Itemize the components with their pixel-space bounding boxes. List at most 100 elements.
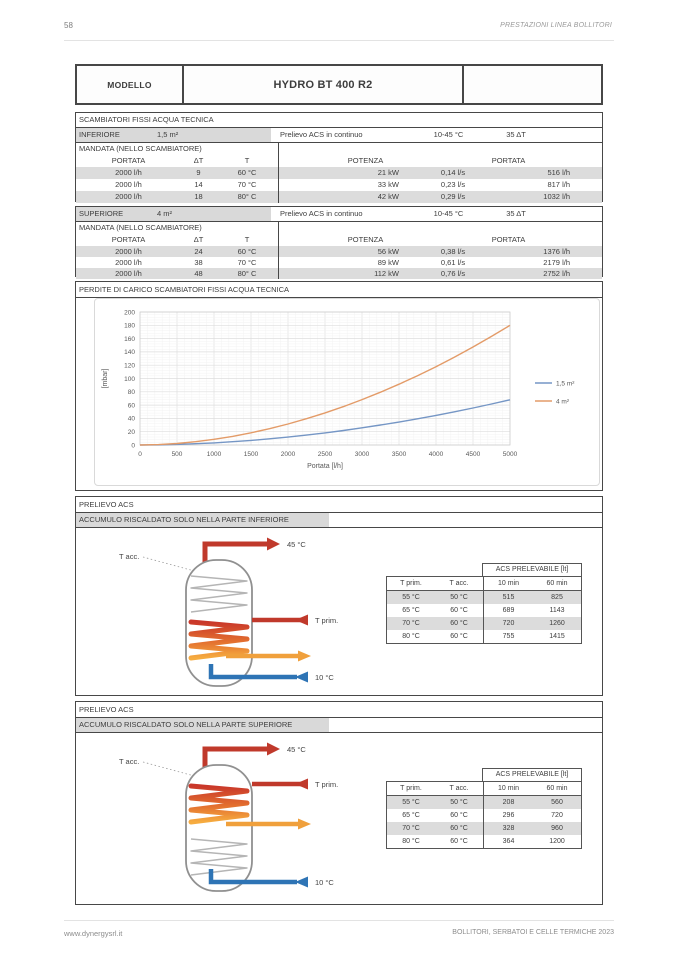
svg-text:180: 180 xyxy=(124,323,135,330)
exchanger-area: 1,5 m² xyxy=(157,130,179,139)
svg-text:1500: 1500 xyxy=(244,451,259,458)
accumulo-subtitle: ACCUMULO RISCALDATO SOLO NELLA PARTE SUP… xyxy=(76,718,329,732)
outlet-arrow-icon xyxy=(267,537,280,551)
cold-water-inlet-pipe xyxy=(208,664,297,680)
header-divider xyxy=(64,40,614,41)
acs-span-header: ACS PRELEVABILE [lt] xyxy=(482,768,582,781)
table-row: 70 °C 60 °C 328 960 xyxy=(387,822,581,835)
inlet-temp-label: 10 °C xyxy=(315,878,334,887)
upper-coil-heated xyxy=(188,783,250,825)
svg-text:2500: 2500 xyxy=(318,451,333,458)
tank-diagram-upper-heated: T acc. 45 °C T prim. 10 °C xyxy=(119,742,338,892)
table-row: 65 °C 60 °C 296 720 xyxy=(387,809,581,822)
svg-text:120: 120 xyxy=(124,363,135,370)
t-acc-label: T acc. xyxy=(119,757,139,766)
acs-prelevabile-table: ACS PRELEVABILE [lt] T prim. T acc. 10 m… xyxy=(386,768,582,849)
hot-water-outlet-pipe xyxy=(202,746,267,771)
t-acc-leader-line xyxy=(142,556,199,573)
model-name: HYDRO BT 400 R2 xyxy=(273,78,373,91)
scambiatori-inferiore-section: SCAMBIATORI FISSI ACQUA TECNICA INFERIOR… xyxy=(75,112,603,203)
temp-range: 10-45 °C xyxy=(433,130,464,139)
inlet-temp-label: 10 °C xyxy=(315,673,334,682)
t-prim-label: T prim. xyxy=(315,780,338,789)
svg-text:200: 200 xyxy=(124,309,135,316)
prelievo-acs-superiore-section: PRELIEVO ACS ACCUMULO RISCALDATO SOLO NE… xyxy=(75,701,603,905)
primary-inlet-arrow-icon xyxy=(295,778,308,790)
hot-water-outlet-pipe xyxy=(202,541,267,566)
model-table: MODELLO HYDRO BT 400 R2 xyxy=(75,64,603,105)
table-row: 2000 l/h 9 60 °C 21 kW 0,14 l/s 516 l/h xyxy=(76,167,602,179)
prelievo-continuo-label: Prelievo ACS in continuo xyxy=(280,209,363,218)
table-row: 2000 l/h 38 70 °C 89 kW 0,61 l/s 2179 l/… xyxy=(115,258,570,267)
column-headers: PORTATA ΔT T POTENZA PORTATA xyxy=(111,235,526,244)
scambiatori-title: SCAMBIATORI FISSI ACQUA TECNICA xyxy=(76,113,602,128)
superiore-info-row: SUPERIORE 4 m² Prelievo ACS in continuo … xyxy=(76,207,602,222)
svg-text:100: 100 xyxy=(124,376,135,383)
svg-text:0: 0 xyxy=(138,451,142,458)
column-divider xyxy=(278,143,279,203)
prelievo-acs-inferiore-section: PRELIEVO ACS ACCUMULO RISCALDATO SOLO NE… xyxy=(75,496,603,696)
table-row: 80 °C 60 °C 755 1415 xyxy=(387,630,581,643)
primary-return-arrow-icon xyxy=(298,818,311,830)
inferiore-info-row: INFERIORE 1,5 m² Prelievo ACS in continu… xyxy=(76,128,602,143)
scambiatori-superiore-section: SUPERIORE 4 m² Prelievo ACS in continuo … xyxy=(75,206,603,279)
svg-text:4 m²: 4 m² xyxy=(556,398,570,405)
tank-diagram-lower-heated: T acc. 45 °C T prim. 10 °C xyxy=(119,537,338,687)
table-row: 55 °C 50 °C 208 560 xyxy=(387,796,581,809)
exchanger-name: SUPERIORE xyxy=(79,209,124,218)
svg-text:2000: 2000 xyxy=(281,451,296,458)
delta-t: 35 ΔT xyxy=(506,130,526,139)
svg-text:20: 20 xyxy=(128,429,136,436)
temp-range: 10-45 °C xyxy=(433,209,464,218)
outlet-arrow-icon xyxy=(267,742,280,756)
table-row: 2000 l/h 48 80° C 112 kW 0,76 l/s 2752 l… xyxy=(76,268,602,279)
svg-text:3000: 3000 xyxy=(355,451,370,458)
t-acc-leader-line xyxy=(142,761,199,778)
model-label: MODELLO xyxy=(107,79,152,90)
svg-text:0: 0 xyxy=(131,442,135,449)
column-divider xyxy=(278,222,279,279)
prelievo-continuo-label: Prelievo ACS in continuo xyxy=(280,130,363,139)
table-row: 65 °C 60 °C 689 1143 xyxy=(387,604,581,617)
perdite-di-carico-section: PERDITE DI CARICO SCAMBIATORI FISSI ACQU… xyxy=(75,281,603,491)
svg-text:4000: 4000 xyxy=(429,451,444,458)
header-title: PRESTAZIONI LINEA BOLLITORI xyxy=(500,22,612,29)
model-empty-cell xyxy=(464,66,601,103)
acs-table-headers: T prim. T acc. 10 min 60 min xyxy=(387,577,581,591)
exchanger-name: INFERIORE xyxy=(79,130,120,139)
svg-text:40: 40 xyxy=(128,416,136,423)
svg-text:Portata [l/h]: Portata [l/h] xyxy=(307,463,343,470)
t-acc-label: T acc. xyxy=(119,552,139,561)
accumulo-subtitle-row: ACCUMULO RISCALDATO SOLO NELLA PARTE SUP… xyxy=(76,718,602,733)
prelievo-title: PRELIEVO ACS xyxy=(76,702,602,718)
acs-table-headers: T prim. T acc. 10 min 60 min xyxy=(387,782,581,796)
exchanger-area: 4 m² xyxy=(157,209,172,218)
table-row: 70 °C 60 °C 720 1260 xyxy=(387,617,581,630)
svg-text:1,5 m²: 1,5 m² xyxy=(556,380,575,387)
outlet-temp-label: 45 °C xyxy=(287,540,306,549)
svg-text:3500: 3500 xyxy=(392,451,407,458)
svg-text:[mbar]: [mbar] xyxy=(102,369,109,389)
svg-text:80: 80 xyxy=(128,389,136,396)
svg-text:160: 160 xyxy=(124,336,135,343)
accumulo-subtitle: ACCUMULO RISCALDATO SOLO NELLA PARTE INF… xyxy=(76,513,329,527)
svg-text:4500: 4500 xyxy=(466,451,481,458)
table-row: 2000 l/h 24 60 °C 56 kW 0,38 l/s 1376 l/… xyxy=(76,246,602,257)
delta-t: 35 ΔT xyxy=(506,209,526,218)
outlet-temp-label: 45 °C xyxy=(287,745,306,754)
svg-text:5000: 5000 xyxy=(503,451,518,458)
t-prim-label: T prim. xyxy=(315,616,338,625)
footer-catalog-title: BOLLITORI, SERBATOI E CELLE TERMICHE 202… xyxy=(452,929,614,936)
upper-coil-inactive xyxy=(190,575,248,613)
page-number: 58 xyxy=(64,21,73,30)
cold-inlet-arrow-icon xyxy=(295,671,308,683)
primary-inlet-arrow-icon xyxy=(295,614,308,626)
table-row: 80 °C 60 °C 364 1200 xyxy=(387,835,581,848)
table-row: 55 °C 50 °C 515 825 xyxy=(387,591,581,604)
svg-text:500: 500 xyxy=(172,451,183,458)
lower-coil-heated xyxy=(188,619,250,661)
cold-inlet-arrow-icon xyxy=(295,876,308,888)
prelievo-title: PRELIEVO ACS xyxy=(76,497,602,513)
